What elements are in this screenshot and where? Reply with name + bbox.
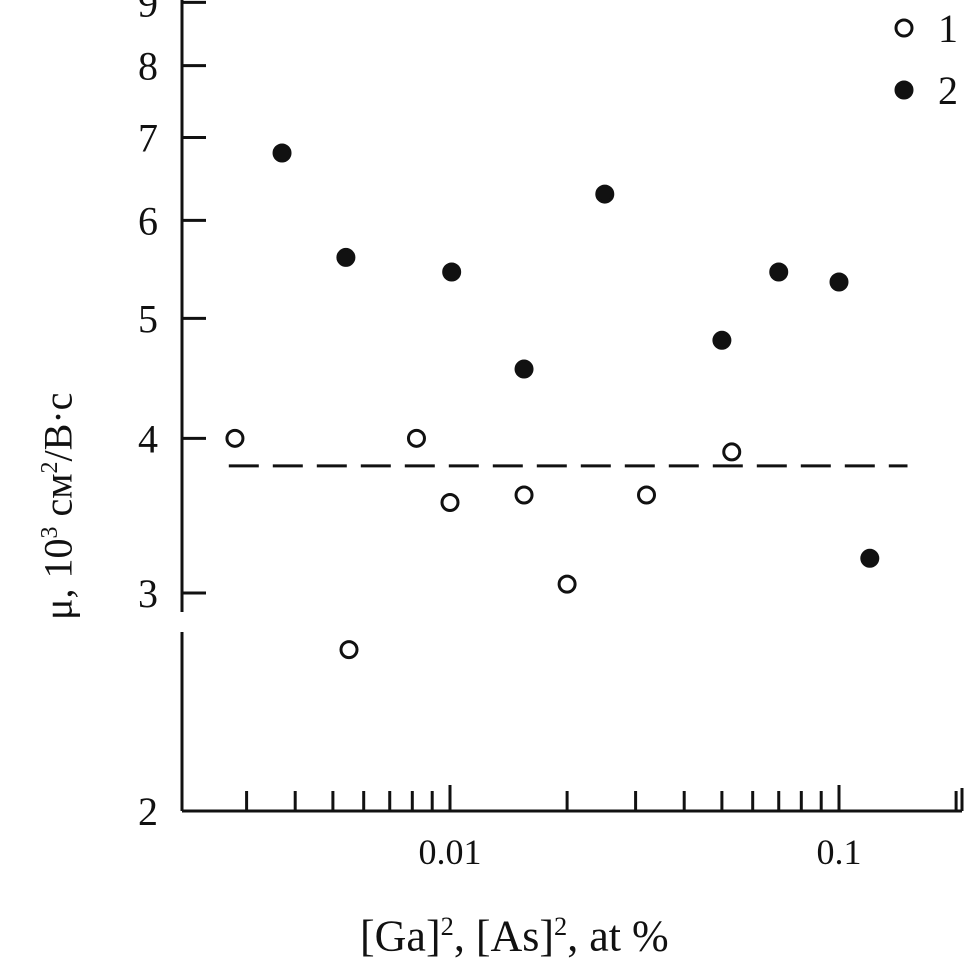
legend-marker-series-1	[894, 18, 914, 38]
legend-label: 1	[938, 6, 958, 51]
data-point-series-2	[712, 330, 732, 350]
data-point-series-1	[225, 428, 245, 448]
data-point-series-2	[769, 262, 789, 282]
data-points	[225, 143, 880, 660]
y-tick-label: 4	[138, 416, 158, 461]
axes: 2 3 4 5 6 7 8 9 0.01 0.1	[138, 0, 964, 872]
y-tick-label: 9	[138, 0, 158, 25]
x-tick-label: 0.01	[419, 832, 482, 872]
data-point-series-2	[336, 247, 356, 267]
data-point-series-1	[406, 428, 426, 448]
data-point-series-1	[722, 442, 742, 462]
data-point-series-2	[514, 359, 534, 379]
data-point-series-2	[442, 262, 462, 282]
legend-marker-series-2	[894, 80, 914, 100]
y-tick-label: 3	[138, 571, 158, 616]
data-point-series-1	[339, 640, 359, 660]
y-axis-label: μ, 103 см2/В·с	[35, 392, 81, 620]
legend-label: 2	[938, 68, 958, 113]
legend: 12	[894, 6, 958, 113]
data-point-series-2	[595, 184, 615, 204]
data-point-series-2	[860, 548, 880, 568]
data-point-series-1	[440, 492, 460, 512]
data-point-series-2	[829, 272, 849, 292]
data-point-series-1	[514, 485, 534, 505]
data-point-series-2	[272, 143, 292, 163]
data-point-series-1	[557, 574, 577, 594]
y-tick-label: 8	[138, 44, 158, 89]
y-tick-label: 7	[138, 115, 158, 160]
y-tick-label: 5	[138, 296, 158, 341]
x-axis-label: [Ga]2, [As]2, at %	[360, 911, 669, 961]
y-tick-label: 6	[138, 198, 158, 243]
x-tick-label: 0.1	[817, 832, 862, 872]
y-tick-label: 2	[138, 789, 158, 834]
data-point-series-1	[637, 485, 657, 505]
